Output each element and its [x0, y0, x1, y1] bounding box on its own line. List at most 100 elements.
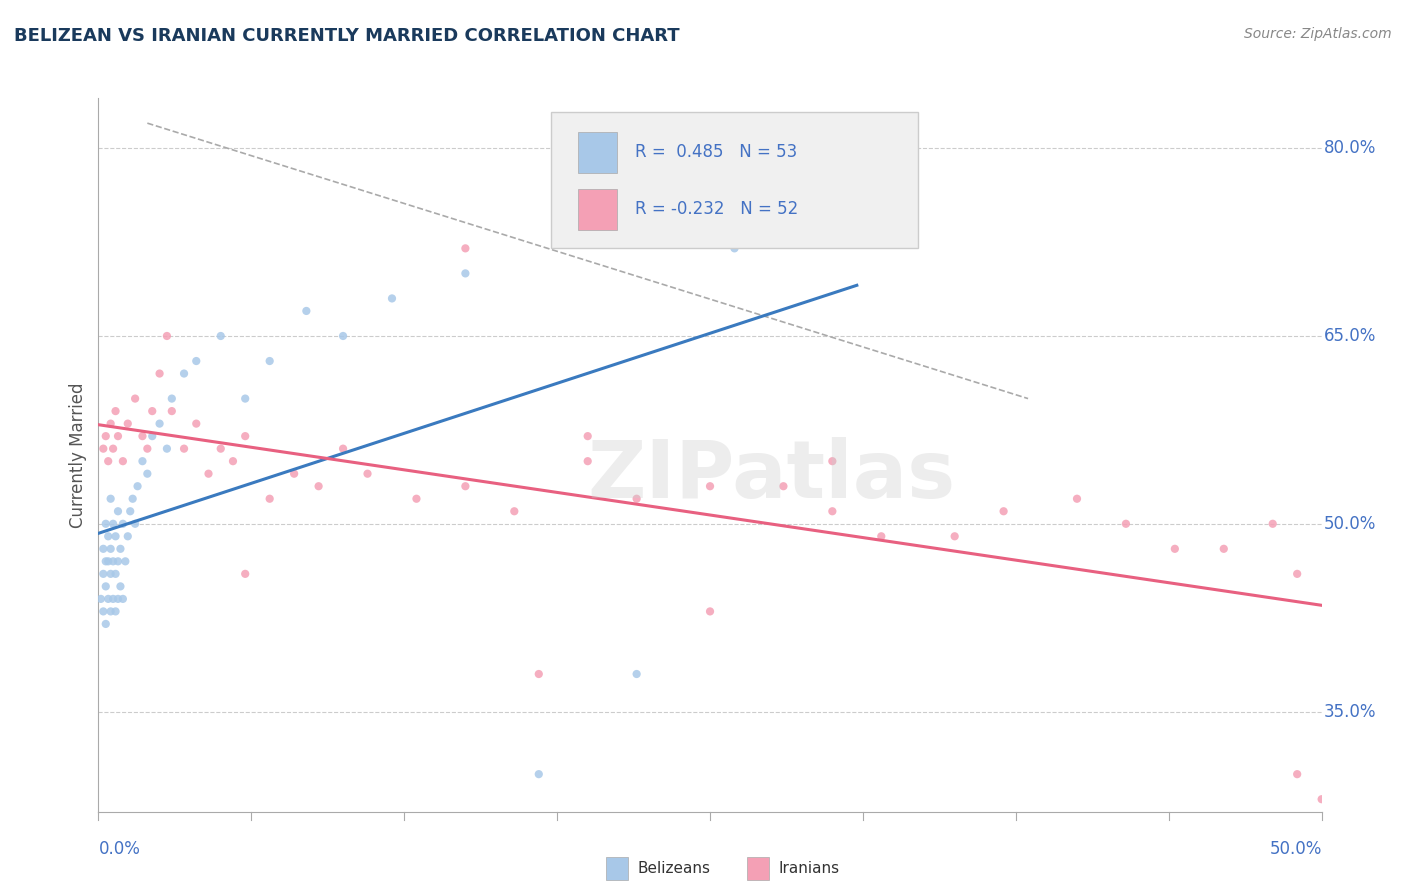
Point [149, 417, 172, 431]
Point [233, 566, 256, 581]
Point [107, 554, 129, 568]
Point [186, 417, 208, 431]
Point [94, 554, 117, 568]
Point [97, 554, 120, 568]
Bar [606, 857, 628, 880]
Point [94, 616, 117, 631]
Text: 35.0%: 35.0% [1324, 703, 1376, 721]
Point [136, 467, 159, 481]
Point [160, 392, 183, 406]
Text: Iranians: Iranians [779, 862, 839, 876]
Point [91, 566, 114, 581]
Point [259, 491, 281, 506]
Text: BELIZEAN VS IRANIAN CURRENTLY MARRIED CORRELATION CHART: BELIZEAN VS IRANIAN CURRENTLY MARRIED CO… [14, 27, 679, 45]
Point [107, 504, 129, 518]
Point [117, 417, 139, 431]
Point [141, 404, 163, 418]
Point [100, 491, 122, 506]
Point [101, 554, 124, 568]
Point [107, 591, 129, 606]
Point [821, 504, 844, 518]
Point [110, 541, 132, 556]
Y-axis label: Currently Married: Currently Married [69, 382, 87, 528]
Point [156, 329, 179, 343]
Point [845, 216, 868, 230]
Point [576, 454, 599, 468]
Point [197, 467, 219, 481]
Point [111, 591, 134, 606]
Point [186, 354, 208, 368]
FancyBboxPatch shape [551, 112, 918, 248]
Point [127, 479, 149, 493]
Text: Belizeans: Belizeans [638, 862, 711, 876]
Point [332, 442, 354, 456]
Text: ZIPatlas: ZIPatlas [588, 437, 955, 516]
Point [104, 566, 127, 581]
Point [283, 467, 305, 481]
Point [131, 429, 153, 443]
Point [503, 504, 526, 518]
Point [1115, 516, 1137, 531]
Point [626, 667, 648, 681]
Point [870, 529, 893, 543]
Point [156, 442, 179, 456]
Point [308, 479, 330, 493]
Bar [578, 132, 617, 173]
Point [173, 367, 195, 381]
Point [120, 504, 142, 518]
Point [121, 491, 143, 506]
Point [993, 504, 1015, 518]
Point [94, 516, 117, 531]
Point [1261, 516, 1284, 531]
Point [124, 516, 146, 531]
Point [209, 329, 232, 343]
Point [332, 329, 354, 343]
Point [91, 541, 114, 556]
Point [527, 667, 550, 681]
Text: R = -0.232   N = 52: R = -0.232 N = 52 [636, 200, 799, 218]
Point [295, 304, 318, 318]
Point [110, 579, 132, 593]
Point [97, 529, 120, 543]
Point [1286, 767, 1309, 781]
Point [114, 554, 136, 568]
Text: Source: ZipAtlas.com: Source: ZipAtlas.com [1244, 27, 1392, 41]
Point [94, 429, 117, 443]
Point [626, 491, 648, 506]
Text: 80.0%: 80.0% [1324, 139, 1376, 157]
Point [124, 392, 146, 406]
Point [97, 591, 120, 606]
Point [91, 442, 114, 456]
Point [101, 591, 124, 606]
Point [97, 454, 120, 468]
Point [136, 442, 159, 456]
Point [233, 429, 256, 443]
Point [101, 442, 124, 456]
Point [111, 516, 134, 531]
Point [100, 417, 122, 431]
Point [943, 529, 966, 543]
Text: 0.0%: 0.0% [98, 840, 141, 858]
Point [699, 479, 721, 493]
Point [1286, 566, 1309, 581]
Point [772, 479, 794, 493]
Point [104, 604, 127, 618]
Text: 65.0%: 65.0% [1324, 327, 1376, 345]
Point [209, 442, 232, 456]
Bar [747, 857, 769, 880]
Point [104, 404, 127, 418]
Point [91, 604, 114, 618]
Point [723, 241, 745, 255]
Point [259, 354, 281, 368]
Point [222, 454, 245, 468]
Text: R =  0.485   N = 53: R = 0.485 N = 53 [636, 143, 797, 161]
Text: 50.0%: 50.0% [1324, 515, 1376, 533]
Point [821, 454, 844, 468]
Bar [578, 189, 617, 230]
Point [100, 566, 122, 581]
Point [1164, 541, 1187, 556]
Point [131, 454, 153, 468]
Point [454, 479, 477, 493]
Point [454, 266, 477, 280]
Point [356, 467, 378, 481]
